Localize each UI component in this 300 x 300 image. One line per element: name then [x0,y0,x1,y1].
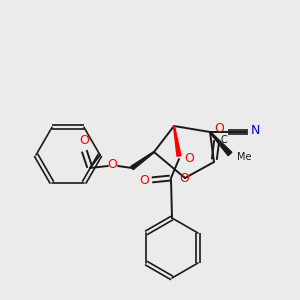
Text: O: O [214,122,224,136]
Text: O: O [179,172,189,185]
Text: C: C [220,135,227,145]
Text: O: O [79,134,89,148]
Polygon shape [173,126,181,156]
Text: N: N [250,124,260,137]
Polygon shape [210,132,232,156]
Text: O: O [139,173,149,187]
Text: O: O [184,152,194,164]
Text: Me: Me [237,152,251,162]
Polygon shape [131,152,154,169]
Text: O: O [107,158,117,172]
